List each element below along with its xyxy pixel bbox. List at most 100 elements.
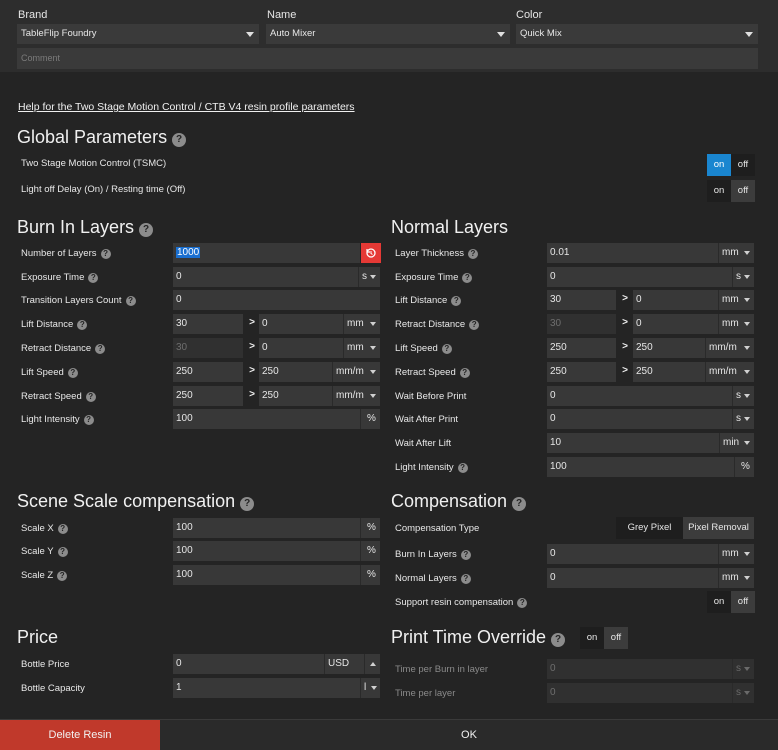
compensation-type-toggle[interactable]: Grey Pixel Pixel Removal <box>616 517 754 539</box>
chevron-down-icon <box>497 32 505 37</box>
help-icon[interactable]: ? <box>100 249 111 259</box>
compensation-burn-in-unit-select[interactable]: mm <box>718 544 754 564</box>
help-icon[interactable]: ? <box>512 497 527 511</box>
normal-retract-distance-unit-select[interactable]: mm <box>718 314 754 334</box>
normal-exposure-time-input[interactable]: 0 <box>547 267 732 287</box>
help-icon[interactable]: ? <box>460 550 471 560</box>
burn-light-intensity-input[interactable]: 100 <box>173 409 360 429</box>
normal-lift-distance-unit-select[interactable]: mm <box>718 290 754 310</box>
help-icon[interactable]: ? <box>462 273 473 283</box>
chevron-up-icon[interactable] <box>364 654 380 674</box>
light-off-on[interactable]: on <box>713 185 725 196</box>
normal-layer-thickness-input[interactable]: 0.01 <box>547 243 718 263</box>
normal-layer-thickness-unit-select[interactable]: mm <box>718 243 754 263</box>
normal-wait-after-lift-unit-select[interactable]: min <box>719 433 754 453</box>
bottle-price-input[interactable]: 0 <box>173 654 324 674</box>
burn-lift-speed-input-1[interactable]: 250 <box>173 362 243 382</box>
help-icon[interactable]: ? <box>460 574 471 584</box>
print-time-override-toggle[interactable]: on off <box>580 627 628 649</box>
print-time-on[interactable]: on <box>586 632 598 643</box>
normal-wait-after-print-unit-select[interactable]: s <box>732 409 754 429</box>
normal-exposure-time-unit-select[interactable]: s <box>732 267 754 287</box>
burn-lift-distance-input-2[interactable]: 0 <box>259 314 343 334</box>
compensation-normal-unit-select[interactable]: mm <box>718 568 754 588</box>
pixel-removal-option[interactable]: Pixel Removal <box>683 517 754 539</box>
burn-lift-speed-unit-select[interactable]: mm/m <box>332 362 380 382</box>
bottle-price-currency[interactable]: USD <box>324 654 364 674</box>
scale-z-input[interactable]: 100 <box>173 565 360 585</box>
help-icon[interactable]: ? <box>240 497 255 511</box>
print-time-off[interactable]: off <box>604 627 628 649</box>
help-icon[interactable]: ? <box>451 296 462 306</box>
help-icon[interactable]: ? <box>551 633 566 647</box>
burn-exposure-time-unit-select[interactable]: s <box>358 267 380 287</box>
burn-lift-distance-unit-select[interactable]: mm <box>343 314 380 334</box>
burn-retract-speed-input-1[interactable]: 250 <box>173 386 243 406</box>
support-compensation-toggle[interactable]: on off <box>707 591 755 613</box>
help-icon[interactable]: ? <box>67 368 78 378</box>
help-icon[interactable]: ? <box>77 320 88 330</box>
normal-light-intensity-input[interactable]: 100 <box>547 457 734 477</box>
normal-wait-before-print-unit-select[interactable]: s <box>732 386 754 406</box>
help-icon[interactable]: ? <box>85 392 96 402</box>
normal-wait-after-print-input[interactable]: 0 <box>547 409 732 429</box>
help-icon[interactable]: ? <box>57 571 68 581</box>
burn-transition-layers-input[interactable]: 0 <box>173 290 380 310</box>
normal-retract-speed-unit-select[interactable]: mm/m <box>705 362 754 382</box>
help-icon[interactable]: ? <box>57 547 68 557</box>
burn-exposure-time-input[interactable]: 0 <box>173 267 358 287</box>
grey-pixel-option[interactable]: Grey Pixel <box>616 517 683 539</box>
help-icon[interactable]: ? <box>441 344 452 354</box>
help-icon[interactable]: ? <box>517 598 528 608</box>
normal-wait-after-lift-input[interactable]: 10 <box>547 433 719 453</box>
color-select[interactable]: Quick Mix <box>516 24 758 44</box>
burn-retract-speed-input-2[interactable]: 250 <box>259 386 332 406</box>
bottle-capacity-input[interactable]: 1 <box>173 678 360 698</box>
help-icon[interactable]: ? <box>469 320 480 330</box>
comment-input[interactable]: Comment <box>17 48 758 69</box>
help-icon[interactable]: ? <box>459 368 470 378</box>
compensation-burn-in-input[interactable]: 0 <box>547 544 718 564</box>
support-on[interactable]: on <box>713 596 725 607</box>
help-icon[interactable]: ? <box>83 415 94 425</box>
scale-y-input[interactable]: 100 <box>173 541 360 561</box>
burn-lift-distance-input-1[interactable]: 30 <box>173 314 243 334</box>
tsmc-toggle[interactable]: on off <box>707 154 755 176</box>
help-icon[interactable]: ? <box>172 133 187 147</box>
brand-select[interactable]: TableFlip Foundry <box>17 24 259 44</box>
normal-retract-speed-input-1[interactable]: 250 <box>547 362 616 382</box>
help-icon[interactable]: ? <box>457 463 468 473</box>
help-link[interactable]: Help for the Two Stage Motion Control / … <box>18 101 355 113</box>
burn-retract-speed-unit-select[interactable]: mm/m <box>332 386 380 406</box>
normal-lift-distance-input-2[interactable]: 0 <box>633 290 718 310</box>
tsmc-on[interactable]: on <box>707 154 731 176</box>
normal-retract-speed-input-2[interactable]: 250 <box>633 362 705 382</box>
help-icon[interactable]: ? <box>57 524 68 534</box>
burn-retract-distance-unit-select[interactable]: mm <box>343 338 380 358</box>
help-icon[interactable]: ? <box>468 249 478 259</box>
help-icon[interactable]: ? <box>139 223 154 237</box>
scale-x-input[interactable]: 100 <box>173 518 360 538</box>
reset-icon[interactable] <box>361 243 381 263</box>
light-off-off[interactable]: off <box>731 180 755 202</box>
support-off[interactable]: off <box>731 591 755 613</box>
name-select[interactable]: Auto Mixer <box>266 24 510 44</box>
delete-resin-button[interactable]: Delete Resin <box>0 720 160 750</box>
normal-lift-speed-input-1[interactable]: 250 <box>547 338 616 358</box>
burn-retract-distance-input-2[interactable]: 0 <box>259 338 343 358</box>
help-icon[interactable]: ? <box>95 344 106 354</box>
burn-lift-speed-input-2[interactable]: 250 <box>259 362 332 382</box>
help-icon[interactable]: ? <box>125 296 136 306</box>
compensation-normal-input[interactable]: 0 <box>547 568 718 588</box>
ok-button[interactable]: OK <box>461 729 477 741</box>
burn-number-of-layers-input[interactable]: 1000 <box>173 243 360 263</box>
light-off-delay-toggle[interactable]: on off <box>707 180 755 202</box>
normal-lift-speed-unit-select[interactable]: mm/m <box>705 338 754 358</box>
bottle-capacity-unit-select[interactable]: l <box>360 678 380 698</box>
normal-retract-distance-input-2[interactable]: 0 <box>633 314 718 334</box>
normal-lift-speed-input-2[interactable]: 250 <box>633 338 705 358</box>
normal-lift-distance-input-1[interactable]: 30 <box>547 290 616 310</box>
normal-wait-before-print-input[interactable]: 0 <box>547 386 732 406</box>
help-icon[interactable]: ? <box>88 273 99 283</box>
tsmc-off[interactable]: off <box>737 159 749 170</box>
